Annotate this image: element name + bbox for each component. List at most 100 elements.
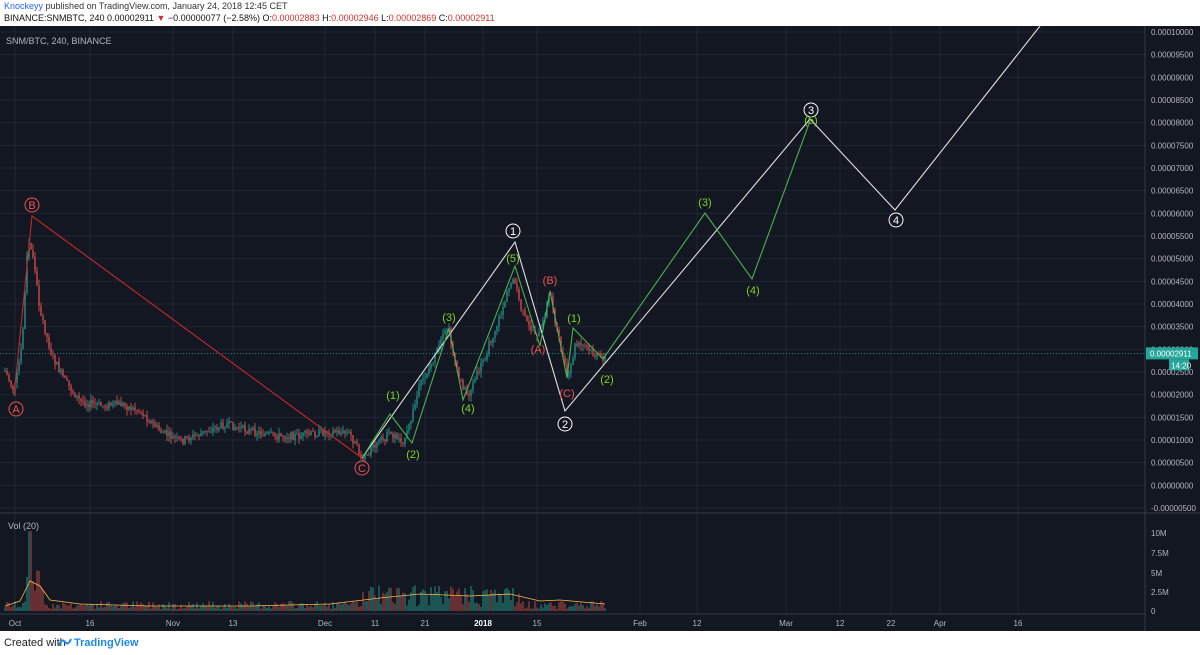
candle-body <box>20 348 22 363</box>
volume-bar <box>100 601 102 611</box>
candle-body <box>422 378 424 381</box>
volume-bar <box>388 587 390 611</box>
volume-legend: Vol (20) <box>8 521 39 531</box>
volume-bar <box>600 601 602 611</box>
volume-bar <box>504 589 506 611</box>
candle-body <box>302 432 304 437</box>
volume-bar <box>146 605 148 611</box>
candle-body <box>340 432 342 435</box>
volume-bar <box>470 586 472 611</box>
volume-bar <box>438 585 440 611</box>
candle-body <box>160 430 162 433</box>
candle-body <box>564 357 566 364</box>
volume-bar <box>242 604 244 611</box>
volume-bar <box>26 576 28 611</box>
volume-bar <box>532 608 534 611</box>
volume-bar <box>178 608 180 611</box>
candle-body <box>162 432 164 434</box>
volume-bar <box>48 607 50 611</box>
volume-bar <box>514 606 516 611</box>
volume-bar <box>60 608 62 611</box>
candle-body <box>142 412 144 416</box>
price-chart[interactable]: ABC(A)(B)(C)1234(1)(2)(3)(4)(5)(1)(2)(3)… <box>0 25 1200 631</box>
candle-body <box>68 380 70 386</box>
volume-bar <box>594 605 596 611</box>
candle-body <box>150 420 152 423</box>
candle-body <box>46 333 48 337</box>
volume-bar <box>586 606 588 611</box>
candle-body <box>10 380 12 386</box>
candle-body <box>290 432 292 439</box>
candle-body <box>566 363 568 377</box>
candle-body <box>204 430 206 432</box>
wave-label-green-sub-5: (5) <box>804 115 817 127</box>
candle-body <box>274 432 276 437</box>
volume-bar <box>180 604 182 611</box>
volume-bar <box>240 603 242 611</box>
price-tick-label: 0.00008000 <box>1151 119 1194 128</box>
candle-body <box>394 434 396 438</box>
candle-body <box>438 344 440 349</box>
volume-bar <box>392 601 394 611</box>
volume-bar <box>228 603 230 611</box>
volume-bar <box>570 605 572 611</box>
time-tick-label: 21 <box>421 619 430 628</box>
volume-bar <box>160 608 162 611</box>
volume-bar <box>50 608 52 611</box>
tradingview-brand[interactable]: TradingView <box>74 637 139 649</box>
wave-label-green-4: (4) <box>461 403 474 415</box>
price-tick-label: 0.00000000 <box>1151 481 1194 490</box>
candle-body <box>236 427 238 428</box>
candle-body <box>518 289 520 300</box>
volume-bar <box>564 603 566 611</box>
volume-bar <box>172 603 174 611</box>
candle-body <box>520 299 522 310</box>
volume-bar <box>14 601 16 611</box>
wave-label-red-sub-c: (C) <box>559 388 574 400</box>
volume-bar <box>36 570 38 611</box>
candle-body <box>8 374 10 381</box>
candle-body <box>272 432 274 433</box>
candle-body <box>248 429 250 434</box>
price-tick-label: 0.00007000 <box>1151 164 1194 173</box>
volume-bar <box>190 605 192 611</box>
candle-body <box>114 400 116 403</box>
volume-bar <box>86 604 88 611</box>
volume-bar <box>114 605 116 611</box>
candle-body <box>202 431 204 434</box>
volume-bar <box>450 586 452 611</box>
candle-body <box>94 403 96 405</box>
volume-bar <box>444 591 446 611</box>
chart-area[interactable]: A B C (A) (B) (C) 1 2 3 4 (1) (2) (3) (4) (5) (1) (2) (3)… <box>0 25 1200 631</box>
volume-bar <box>260 608 262 611</box>
volume-bar <box>284 604 286 611</box>
candle-body <box>180 438 182 440</box>
volume-bar <box>132 601 134 611</box>
candle-body <box>562 351 564 358</box>
footer: Created with TradingView <box>0 631 1200 655</box>
candle-body <box>400 438 402 443</box>
volume-bar <box>28 531 30 611</box>
time-tick-label: 15 <box>533 619 542 628</box>
volume-bar <box>348 605 350 611</box>
candle-body <box>490 341 492 344</box>
volume-bar <box>510 599 512 611</box>
volume-bar <box>34 590 36 611</box>
volume-bar <box>194 608 196 611</box>
volume-bar <box>454 596 456 611</box>
volume-tick-label: 2.5M <box>1151 588 1169 597</box>
volume-bar <box>124 601 126 611</box>
candle-body <box>324 431 326 436</box>
current-price-tag-label: 0.00002911 <box>1150 349 1192 358</box>
volume-bar <box>590 601 592 611</box>
volume-bar <box>202 603 204 611</box>
candle-body <box>130 406 132 410</box>
candle-body <box>440 338 442 345</box>
volume-bar <box>490 589 492 611</box>
candle-body <box>250 429 252 430</box>
volume-bar <box>536 607 538 611</box>
volume-bar <box>92 604 94 611</box>
volume-bar <box>544 603 546 611</box>
candle-body <box>590 349 592 351</box>
author-link[interactable]: Knockeyy <box>4 1 44 11</box>
